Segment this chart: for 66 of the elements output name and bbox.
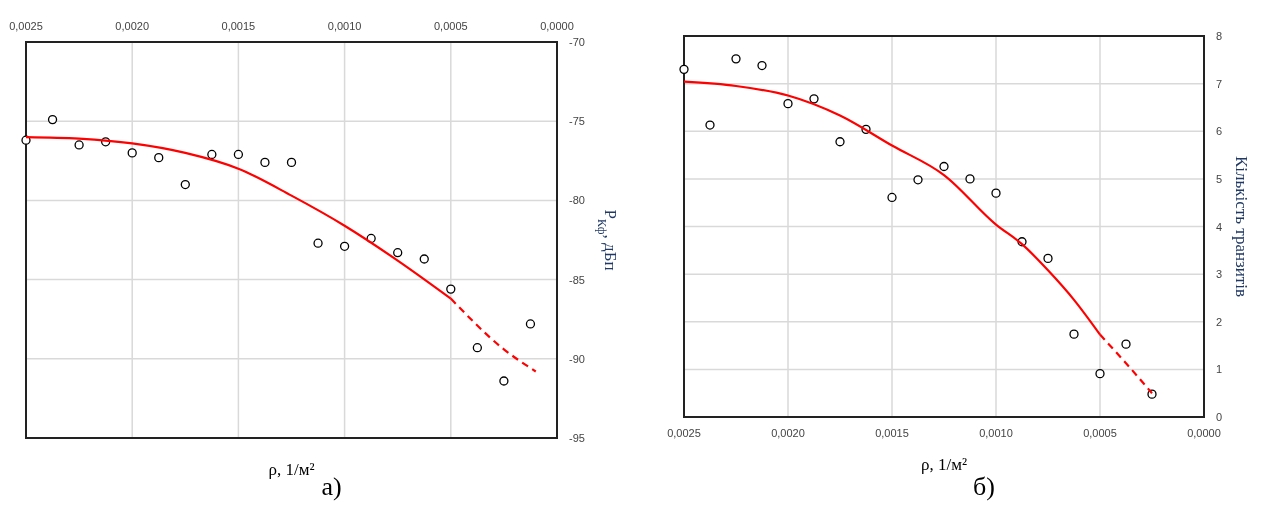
x-tick-label: 0,0010 xyxy=(979,427,1013,439)
point xyxy=(472,343,482,353)
y-tick-label: 7 xyxy=(1216,77,1223,90)
x-axis-title: ρ, 1/м² xyxy=(920,455,968,474)
point xyxy=(731,54,741,64)
point xyxy=(127,148,137,158)
y-tick-label: -80 xyxy=(569,194,585,207)
point xyxy=(1043,253,1053,264)
y-tick-label: -85 xyxy=(569,273,585,286)
x-axis-title: ρ, 1/м² xyxy=(268,460,315,479)
y-tick-label: 3 xyxy=(1216,268,1223,281)
x-tick-label: 0,0015 xyxy=(875,427,909,439)
point xyxy=(286,157,297,168)
x-tick-label: 0,0000 xyxy=(540,20,574,32)
x-tick-label: 0,0025 xyxy=(9,20,43,32)
point xyxy=(47,114,58,125)
point xyxy=(705,120,715,130)
point xyxy=(339,241,350,251)
point xyxy=(260,157,270,168)
x-tick-label: 0,0015 xyxy=(221,20,256,32)
y-tick-label: 5 xyxy=(1216,172,1223,185)
point xyxy=(233,149,244,160)
point xyxy=(991,188,1001,198)
y-tick-label: 8 xyxy=(1216,30,1223,42)
point xyxy=(499,376,509,386)
x-tick-label: 0,0025 xyxy=(667,427,701,439)
y-tick-label: -90 xyxy=(569,352,585,365)
point xyxy=(939,161,949,172)
point xyxy=(913,175,923,185)
y-axis-title: Кількість транзитів xyxy=(1232,155,1251,298)
y-tick-label: 4 xyxy=(1216,220,1223,233)
y-tick-label: 6 xyxy=(1216,125,1223,138)
point xyxy=(419,254,429,264)
point xyxy=(679,64,689,74)
x-tick-label: 0,0000 xyxy=(1187,427,1221,439)
x-tick-label: 0,0020 xyxy=(115,20,150,32)
y-tick-label: 1 xyxy=(1216,363,1223,376)
text: б) xyxy=(973,472,995,501)
point xyxy=(835,137,845,147)
point xyxy=(180,179,190,190)
point xyxy=(783,98,793,109)
point xyxy=(21,135,31,145)
y-tick-label: 0 xyxy=(1216,411,1223,423)
y-tick-label: 2 xyxy=(1216,315,1223,328)
point xyxy=(757,60,767,71)
x-tick-label: 0,0005 xyxy=(1083,427,1117,439)
point xyxy=(525,319,536,329)
point xyxy=(446,284,456,294)
point xyxy=(154,152,164,163)
point xyxy=(1121,339,1131,349)
x-tick-label: 0,0010 xyxy=(327,20,362,32)
text: а) xyxy=(321,472,342,501)
x-tick-label: 0,0020 xyxy=(771,427,805,439)
point xyxy=(1095,369,1105,379)
point xyxy=(393,248,403,258)
y-tick-label: -95 xyxy=(569,432,585,444)
point xyxy=(74,140,84,150)
y-tick-label: -70 xyxy=(569,36,585,48)
point xyxy=(809,94,819,104)
x-tick-label: 0,0005 xyxy=(433,20,468,32)
y-tick-label: -75 xyxy=(569,115,585,128)
point xyxy=(887,192,897,203)
point xyxy=(965,174,975,184)
point xyxy=(313,238,323,248)
point xyxy=(207,149,217,160)
point xyxy=(1069,329,1079,339)
